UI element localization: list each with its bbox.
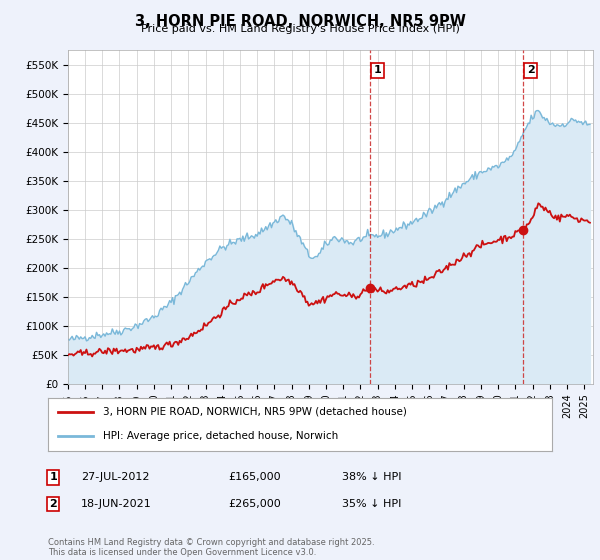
Text: Price paid vs. HM Land Registry's House Price Index (HPI): Price paid vs. HM Land Registry's House … xyxy=(140,24,460,34)
Text: 1: 1 xyxy=(49,472,57,482)
Text: 3, HORN PIE ROAD, NORWICH, NR5 9PW (detached house): 3, HORN PIE ROAD, NORWICH, NR5 9PW (deta… xyxy=(103,407,407,417)
Text: £265,000: £265,000 xyxy=(228,499,281,509)
Text: 38% ↓ HPI: 38% ↓ HPI xyxy=(342,472,401,482)
Text: £165,000: £165,000 xyxy=(228,472,281,482)
Text: Contains HM Land Registry data © Crown copyright and database right 2025.
This d: Contains HM Land Registry data © Crown c… xyxy=(48,538,374,557)
Text: HPI: Average price, detached house, Norwich: HPI: Average price, detached house, Norw… xyxy=(103,431,338,441)
Text: 18-JUN-2021: 18-JUN-2021 xyxy=(81,499,152,509)
Text: 2: 2 xyxy=(49,499,57,509)
Text: 1: 1 xyxy=(374,66,382,76)
Text: 2: 2 xyxy=(527,66,535,76)
Text: 3, HORN PIE ROAD, NORWICH, NR5 9PW: 3, HORN PIE ROAD, NORWICH, NR5 9PW xyxy=(134,14,466,29)
Text: 35% ↓ HPI: 35% ↓ HPI xyxy=(342,499,401,509)
Text: 27-JUL-2012: 27-JUL-2012 xyxy=(81,472,149,482)
